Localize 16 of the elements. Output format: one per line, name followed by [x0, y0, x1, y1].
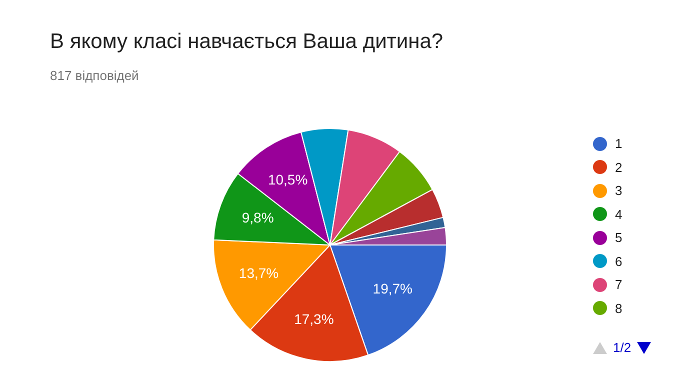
data-label: 9,8% [242, 209, 274, 226]
legend-label: 3 [615, 183, 622, 198]
legend-label: 7 [615, 277, 622, 292]
legend-label: 4 [615, 206, 622, 222]
legend-label: 1 [615, 136, 622, 152]
data-label: 17,3% [294, 311, 334, 328]
text: 817 відповідей [50, 68, 139, 83]
legend-label: 2 [615, 160, 622, 175]
legend-label: 8 [615, 300, 622, 316]
legend-label: 5 [615, 230, 622, 246]
data-label: 19,7% [372, 280, 412, 296]
data-label: 10,5% [268, 172, 308, 188]
chart-title: В якому класі навчається Ваша дитина? [50, 30, 444, 54]
text: 1/2 [613, 340, 632, 355]
legend-label: 6 [615, 254, 622, 269]
data-label: 13,7% [238, 264, 279, 281]
